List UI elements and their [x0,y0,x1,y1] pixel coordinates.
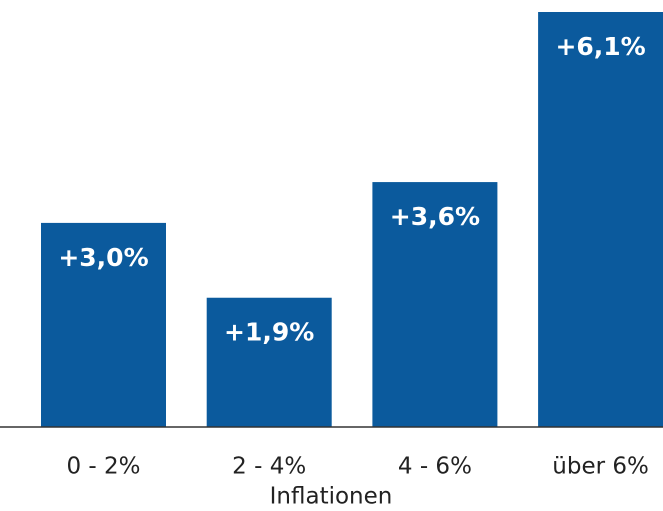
bar [41,222,166,427]
x-axis-label: Inflationen [270,484,393,510]
x-tick-label: 4 - 6% [398,454,472,480]
x-tick-label: 0 - 2% [66,454,140,480]
bar [538,12,663,427]
x-tick-label: 2 - 4% [232,454,306,480]
value-label: +6,1% [555,32,645,61]
bar [372,182,498,427]
value-label: +3,0% [58,243,148,272]
bar [206,297,332,427]
value-label: +1,9% [224,318,314,347]
value-label: +3,6% [390,202,480,231]
x-tick-label: über 6% [552,454,649,480]
